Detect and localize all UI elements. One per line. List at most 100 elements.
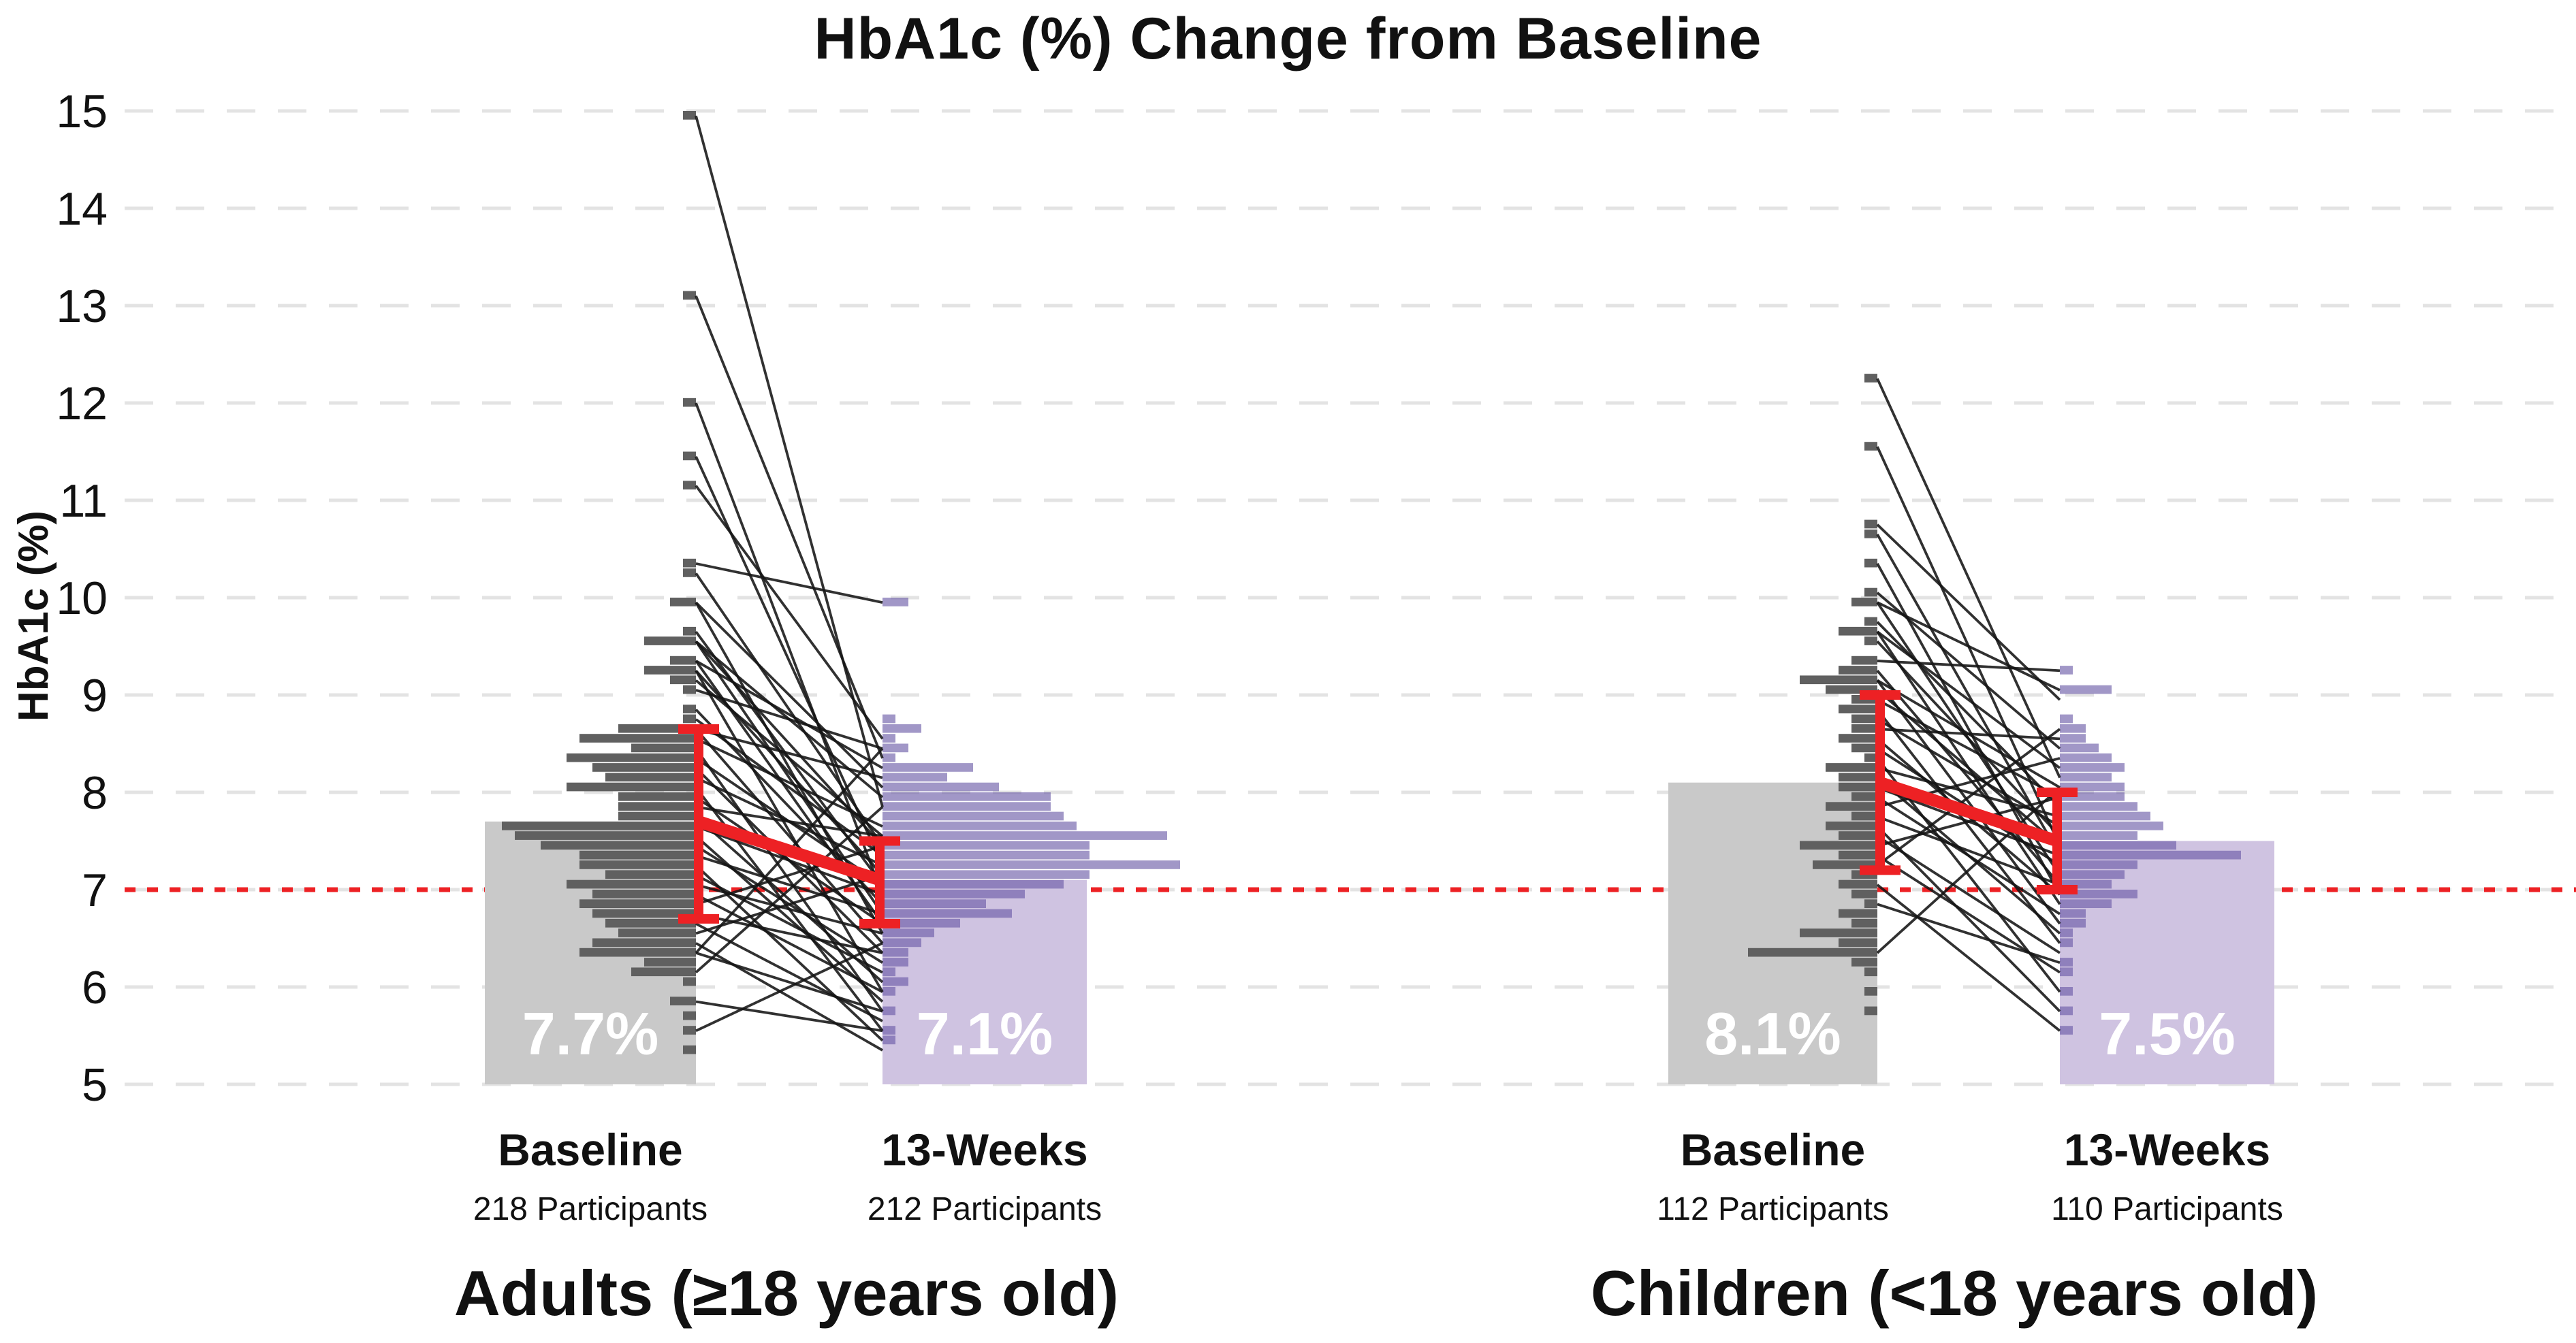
distribution-bar (1839, 909, 1877, 918)
distribution-bar (683, 977, 696, 986)
y-tick-label: 8 (82, 767, 108, 819)
distribution-bar (683, 1011, 696, 1020)
distribution-bar (683, 451, 696, 461)
distribution-bar (882, 792, 1051, 801)
distribution-bar (631, 743, 696, 753)
distribution-bar (618, 928, 696, 937)
y-tick-label: 9 (82, 670, 108, 722)
distribution-bar (2060, 860, 2137, 869)
distribution-bar (1851, 656, 1877, 665)
distribution-bar (683, 1045, 696, 1054)
distribution-bar (670, 598, 696, 606)
distribution-bar (683, 714, 696, 724)
distribution-bar (592, 909, 696, 918)
column-label: 13-Weeks (881, 1124, 1087, 1175)
distribution-bar (605, 870, 696, 879)
y-tick-label: 7 (82, 864, 108, 916)
connection-line (1876, 641, 2061, 837)
connection-line (695, 815, 884, 984)
distribution-bar (1839, 850, 1877, 860)
distribution-bar (515, 831, 696, 840)
distribution-bar (567, 879, 696, 889)
distribution-bar (567, 782, 696, 792)
participants-label: 212 Participants (868, 1191, 1102, 1227)
distribution-bar (1864, 617, 1877, 626)
distribution-bar (1851, 792, 1877, 801)
distribution-bar (1839, 666, 1877, 675)
y-tick-label: 5 (82, 1059, 108, 1111)
connection-line (695, 873, 883, 935)
mean-value-label: 8.1% (1704, 1000, 1841, 1067)
distribution-bar (882, 918, 960, 928)
distribution-bar (683, 481, 696, 490)
distribution-bar (644, 636, 696, 645)
connection-line (1876, 709, 2061, 944)
distribution-bar (1864, 967, 1877, 977)
connection-line (1876, 523, 2061, 701)
distribution-bar (2060, 1026, 2073, 1035)
distribution-bar (644, 666, 696, 675)
distribution-bar (1864, 753, 1877, 762)
distribution-bar (882, 948, 908, 957)
distribution-bar (683, 111, 696, 120)
distribution-bar (1800, 841, 1877, 850)
connection-line (695, 942, 883, 1052)
distribution-bar (683, 398, 696, 407)
distribution-bar (1839, 879, 1877, 889)
distribution-bar (1864, 442, 1877, 451)
connection-line (1877, 601, 2061, 692)
distribution-bar (882, 782, 999, 792)
distribution-bar (882, 928, 934, 937)
y-tick-label: 12 (56, 378, 108, 430)
distribution-bar (579, 899, 696, 908)
connection-line (1876, 825, 2061, 1013)
distribution-bar (618, 792, 696, 801)
distribution-bar (579, 948, 696, 957)
distribution-bar (882, 734, 895, 743)
distribution-bar (1839, 782, 1877, 792)
mean-change-line (1878, 777, 2059, 847)
distribution-bar (882, 938, 921, 948)
distribution-bar (683, 568, 696, 577)
distribution-bar (882, 958, 908, 967)
distribution-bar (592, 938, 696, 948)
distribution-bar (1851, 598, 1877, 606)
connection-line (695, 295, 884, 759)
distribution-bar (2060, 685, 2112, 694)
connection-line (695, 601, 884, 789)
distribution-bar (644, 958, 696, 967)
connection-line (1877, 698, 2061, 798)
distribution-bar (670, 656, 696, 665)
distribution-bar (1851, 724, 1877, 733)
connection-line (695, 922, 883, 1022)
distribution-bar (683, 626, 696, 636)
distribution-bar (2060, 811, 2150, 821)
mean-value-label: 7.5% (2099, 1000, 2236, 1067)
distribution-bar (1826, 763, 1877, 772)
connection-line (695, 835, 884, 1003)
y-tick-label: 13 (56, 280, 108, 332)
distribution-bar (882, 899, 986, 908)
connection-line (1876, 378, 2061, 779)
distribution-bar (2060, 1006, 2073, 1016)
chart-title: HbA1c (%) Change from Baseline (814, 6, 1762, 71)
distribution-bar (882, 1026, 895, 1035)
distribution-bar (1864, 529, 1877, 538)
distribution-bar (1864, 587, 1877, 597)
connection-line (1876, 835, 2061, 954)
distribution-bar (2060, 909, 2086, 918)
distribution-bar (882, 773, 947, 782)
distribution-bar (1864, 636, 1877, 645)
distribution-bar (882, 753, 895, 762)
connection-line (695, 952, 883, 1013)
distribution-bar (1851, 743, 1877, 753)
connection-line (1876, 796, 2061, 916)
distribution-bar (1864, 374, 1877, 383)
distribution-bar (618, 802, 696, 811)
participants-label: 112 Participants (1657, 1191, 1889, 1227)
connection-line (1877, 660, 2061, 673)
connection-line (695, 1000, 883, 1033)
distribution-bar (605, 918, 696, 928)
distribution-bar (618, 811, 696, 821)
